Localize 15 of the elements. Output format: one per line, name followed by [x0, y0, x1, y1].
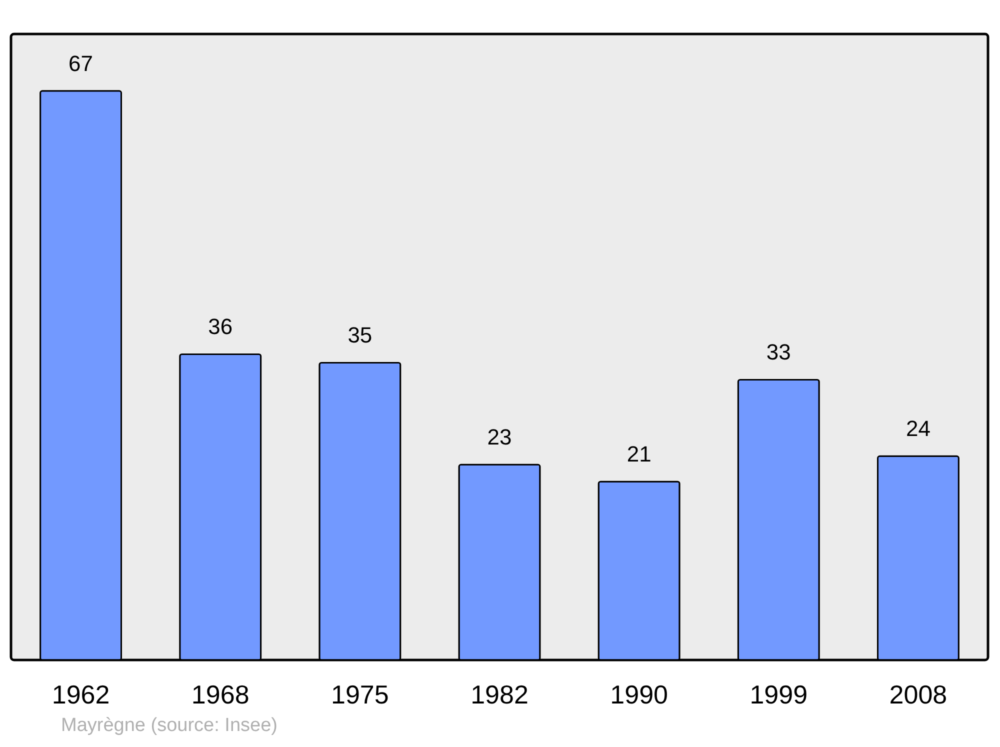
data-label: 23	[487, 424, 512, 450]
x-tick-label: 1968	[191, 680, 250, 710]
data-label: 33	[766, 340, 791, 365]
x-tick-label: 1990	[610, 680, 668, 710]
data-label: 21	[626, 442, 652, 467]
data-label: 24	[906, 416, 930, 442]
data-label: 35	[348, 322, 372, 348]
data-label: 67	[68, 50, 94, 76]
x-tick-label: 2008	[889, 680, 948, 710]
x-tick-label: 1962	[52, 680, 110, 710]
data-label: 36	[208, 314, 233, 340]
text: Mayrègne (source: Insee)	[61, 715, 278, 736]
x-tick-label: 1999	[750, 680, 808, 710]
x-tick-label: 1982	[470, 680, 528, 710]
x-tick-label: 1975	[331, 680, 389, 710]
